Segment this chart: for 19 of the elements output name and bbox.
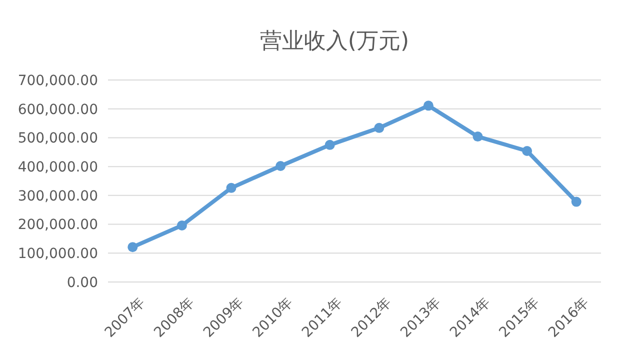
- point: [128, 242, 138, 252]
- y-tick-label: 0.00: [66, 274, 98, 291]
- y-tick-label: 100,000.00: [18, 246, 98, 262]
- point: [472, 132, 483, 142]
- y-tick-label: 700,000.00: [18, 72, 98, 89]
- y-tick-label: 400,000.00: [18, 159, 98, 176]
- point: [571, 196, 582, 207]
- chart-title: 营业收入(万元): [260, 29, 410, 54]
- point: [276, 160, 286, 171]
- y-tick-label: 500,000.00: [18, 130, 98, 147]
- point: [423, 100, 434, 111]
- point: [226, 182, 236, 193]
- y-tick-label: 200,000.00: [18, 217, 98, 234]
- point: [374, 122, 384, 133]
- y-tick-label: 600,000.00: [18, 102, 98, 118]
- point: [176, 220, 187, 230]
- y-tick-label: 300,000.00: [18, 188, 98, 204]
- point: [324, 140, 335, 150]
- point: [522, 146, 532, 156]
